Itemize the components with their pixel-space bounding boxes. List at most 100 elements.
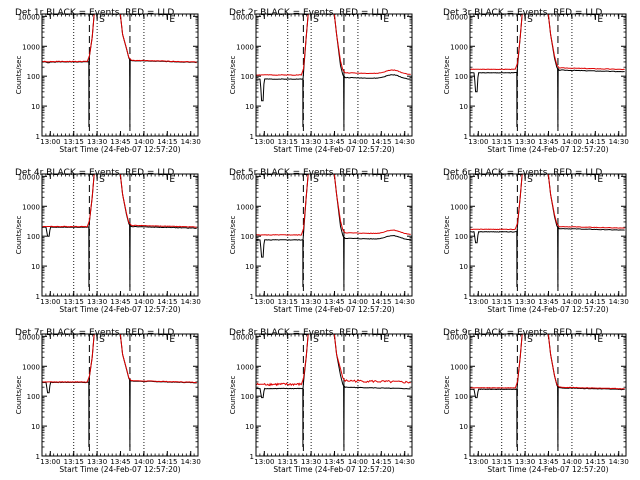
- panel-title: Det 8r BLACK = Events, RED = LLD: [229, 328, 388, 338]
- y-tick-label: 1: [250, 133, 254, 141]
- x-tick-label: 13:30: [515, 138, 535, 146]
- y-tick-label: 100: [455, 73, 468, 81]
- marker-s-label: S: [527, 175, 533, 185]
- x-axis-label: Start Time (24-Feb-07 12:57:20): [273, 465, 394, 474]
- x-tick-label: 13:15: [64, 458, 84, 466]
- y-tick-label: 10: [245, 103, 254, 111]
- y-tick-label: 10000: [232, 173, 254, 181]
- x-tick-label: 14:00: [562, 138, 582, 146]
- plot-area: [42, 174, 197, 288]
- panel-title: Det 6r BLACK = Events, RED = LLD: [443, 168, 602, 178]
- x-tick-label: 13:00: [40, 138, 60, 146]
- x-axis-label: Start Time (24-Feb-07 12:57:20): [487, 305, 608, 314]
- plot-frame: [255, 333, 413, 457]
- x-tick-label: 14:30: [395, 138, 415, 146]
- x-tick-label: 13:15: [492, 298, 512, 306]
- marker-e-label: E: [169, 15, 175, 25]
- series-line-lld: [470, 334, 625, 390]
- y-tick-label: 100: [241, 73, 254, 81]
- marker-e-label: E: [597, 15, 603, 25]
- x-axis-label: Start Time (24-Feb-07 12:57:20): [273, 305, 394, 314]
- panel-det-4r: Det 4r BLACK = Events, RED = LLD 1 10 100 10…: [15, 168, 201, 314]
- x-tick-label: 14:15: [585, 458, 605, 466]
- series-line-events: [470, 14, 625, 128]
- y-tick-label: 10: [459, 263, 468, 271]
- x-tick-label: 13:45: [538, 458, 558, 466]
- series-line-lld: [42, 174, 197, 228]
- y-tick-label: 10: [31, 103, 40, 111]
- y-tick-label: 1000: [22, 363, 40, 371]
- y-tick-label: 10000: [18, 13, 40, 21]
- x-tick-label: 13:00: [468, 298, 488, 306]
- y-tick-label: 1000: [236, 363, 254, 371]
- marker-s-label: S: [313, 15, 319, 25]
- x-tick-label: 14:15: [157, 138, 177, 146]
- x-tick-label: 13:15: [64, 298, 84, 306]
- y-tick-label: 1: [464, 293, 468, 301]
- series-line-lld: [256, 14, 411, 76]
- x-tick-label: 13:45: [324, 298, 344, 306]
- y-axis-label: Counts/sec: [15, 216, 23, 255]
- series-line-lld: [470, 14, 625, 71]
- y-tick-label: 1: [36, 453, 40, 461]
- panel-det-8r: Det 8r BLACK = Events, RED = LLD 1 10 100 10…: [229, 328, 415, 474]
- x-tick-label: 14:15: [157, 458, 177, 466]
- y-tick-label: 10000: [18, 173, 40, 181]
- y-tick-label: 10: [245, 423, 254, 431]
- y-tick-label: 1000: [236, 203, 254, 211]
- y-tick-label: 1: [464, 453, 468, 461]
- y-tick-label: 10000: [446, 173, 468, 181]
- x-tick-label: 13:30: [87, 458, 107, 466]
- x-tick-label: 14:15: [371, 138, 391, 146]
- x-tick-label: 14:00: [348, 458, 368, 466]
- y-axis-label: Counts/sec: [229, 216, 237, 255]
- y-tick-label: 100: [27, 73, 40, 81]
- x-tick-label: 14:00: [134, 298, 154, 306]
- y-tick-label: 1000: [22, 43, 40, 51]
- x-tick-label: 14:15: [371, 298, 391, 306]
- plot-area: [470, 14, 625, 128]
- x-tick-label: 14:30: [609, 138, 629, 146]
- y-tick-label: 100: [241, 233, 254, 241]
- x-tick-label: 13:45: [110, 458, 130, 466]
- y-axis-label: Counts/sec: [443, 216, 451, 255]
- x-tick-label: 14:30: [609, 458, 629, 466]
- x-tick-label: 13:00: [254, 138, 274, 146]
- x-tick-label: 13:00: [40, 298, 60, 306]
- plot-area: [256, 14, 411, 128]
- x-tick-label: 14:00: [134, 458, 154, 466]
- x-axis-label: Start Time (24-Feb-07 12:57:20): [487, 145, 608, 154]
- y-tick-label: 1000: [450, 203, 468, 211]
- y-tick-label: 10000: [18, 333, 40, 341]
- x-tick-label: 14:15: [371, 458, 391, 466]
- series-line-events: [42, 174, 197, 288]
- x-tick-label: 13:15: [278, 298, 298, 306]
- marker-s-label: S: [527, 335, 533, 345]
- y-tick-label: 10: [31, 423, 40, 431]
- plot-frame: [469, 333, 627, 457]
- y-tick-label: 1: [464, 133, 468, 141]
- y-tick-label: 10: [31, 263, 40, 271]
- y-tick-label: 1: [36, 293, 40, 301]
- x-tick-label: 13:15: [278, 138, 298, 146]
- series-line-events: [256, 174, 411, 288]
- x-tick-label: 13:15: [278, 458, 298, 466]
- x-tick-label: 13:45: [538, 298, 558, 306]
- x-tick-label: 13:15: [492, 458, 512, 466]
- plot-frame: [255, 173, 413, 297]
- plot-frame: [469, 13, 627, 137]
- x-tick-label: 13:30: [87, 138, 107, 146]
- x-tick-label: 14:30: [395, 458, 415, 466]
- panel-det-1r: Det 1r BLACK = Events, RED = LLD 1 10 100 10…: [15, 8, 201, 154]
- plot-area: [470, 334, 625, 448]
- x-tick-label: 13:15: [492, 138, 512, 146]
- plot-frame: [41, 333, 199, 457]
- y-tick-label: 100: [27, 233, 40, 241]
- series-line-events: [256, 334, 411, 448]
- panel-det-7r: Det 7r BLACK = Events, RED = LLD 1 10 100 10…: [15, 328, 201, 474]
- x-tick-label: 13:30: [515, 458, 535, 466]
- series-line-lld: [42, 334, 197, 384]
- y-tick-label: 100: [455, 393, 468, 401]
- x-tick-label: 14:00: [134, 138, 154, 146]
- panel-det-5r: Det 5r BLACK = Events, RED = LLD 1 10 100 10…: [229, 168, 415, 314]
